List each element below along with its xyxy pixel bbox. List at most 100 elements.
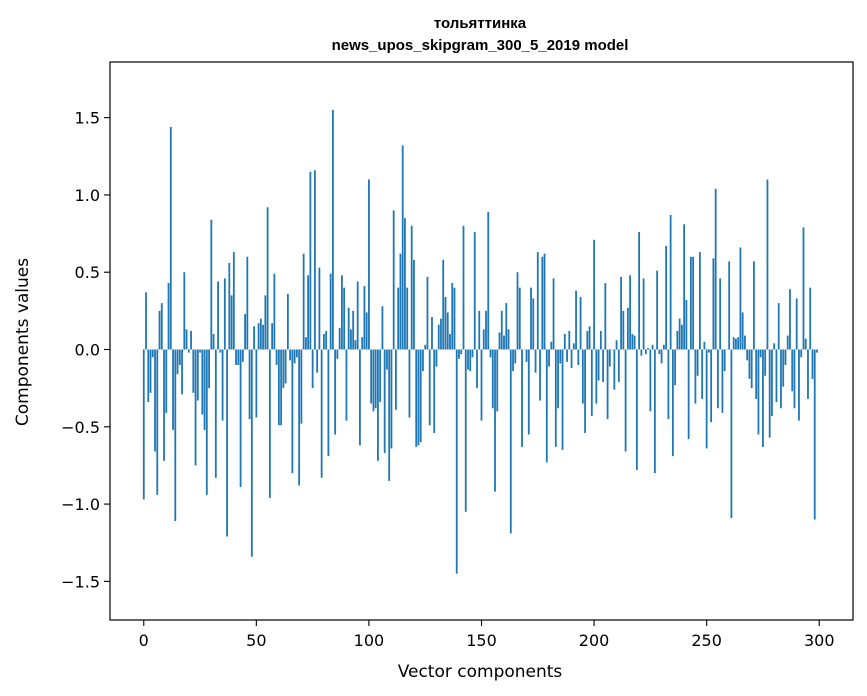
bar-270 xyxy=(750,349,753,389)
bar-191 xyxy=(572,343,575,350)
bar-148 xyxy=(476,349,478,389)
bar-86 xyxy=(336,349,339,359)
bar-216 xyxy=(629,275,631,350)
bar-272 xyxy=(755,349,758,399)
bar-59 xyxy=(275,349,278,365)
bar-239 xyxy=(680,324,683,350)
bar-197 xyxy=(586,330,589,350)
bar-69 xyxy=(298,349,301,486)
bar-6 xyxy=(156,349,159,495)
bar-190 xyxy=(570,349,573,369)
bar-188 xyxy=(566,349,568,362)
bar-249 xyxy=(703,341,706,350)
bar-123 xyxy=(419,349,422,443)
bar-138 xyxy=(453,287,456,350)
bar-18 xyxy=(183,272,186,350)
bar-298 xyxy=(813,349,816,520)
bar-271 xyxy=(753,261,755,350)
bar-277 xyxy=(766,179,769,350)
bar-62 xyxy=(282,349,285,389)
x-tick-label: 150 xyxy=(466,631,497,650)
bar-222 xyxy=(642,278,645,350)
bar-213 xyxy=(622,310,625,350)
bar-176 xyxy=(539,349,541,401)
bar-268 xyxy=(746,349,749,361)
bar-218 xyxy=(633,335,636,350)
plot-area-frame xyxy=(109,61,854,621)
bar-273 xyxy=(757,349,760,435)
bar-267 xyxy=(744,335,746,350)
bar-199 xyxy=(590,349,593,416)
bars-group xyxy=(142,109,818,574)
bar-178 xyxy=(543,253,546,350)
bar-203 xyxy=(599,330,602,350)
bar-85 xyxy=(334,349,337,435)
x-axis-ticks: 0 50 100 150 200 250 300 xyxy=(139,620,835,650)
bar-10 xyxy=(165,349,168,413)
bar-226 xyxy=(651,344,654,350)
bar-196 xyxy=(584,349,586,433)
bar-299 xyxy=(816,349,818,353)
bar-250 xyxy=(705,349,708,449)
y-tick-label: 1.5 xyxy=(75,109,100,128)
bar-23 xyxy=(194,349,197,466)
y-axis-label: Components values xyxy=(13,258,33,426)
bar-233 xyxy=(667,349,670,420)
bar-235 xyxy=(671,349,674,457)
y-tick-label: −1.0 xyxy=(61,495,100,514)
bar-285 xyxy=(784,349,787,365)
chart-title: тольяттинка xyxy=(434,15,527,32)
bar-90 xyxy=(345,349,348,421)
bar-173 xyxy=(532,298,535,350)
bar-74 xyxy=(309,171,312,350)
bar-31 xyxy=(212,334,215,350)
bar-28 xyxy=(205,349,208,495)
x-tick-label: 300 xyxy=(804,631,835,650)
bar-251 xyxy=(708,349,710,353)
bar-246 xyxy=(696,349,699,376)
bar-163 xyxy=(509,349,512,534)
bar-292 xyxy=(800,349,803,358)
bar-38 xyxy=(228,262,231,350)
bar-128 xyxy=(431,317,433,350)
bar-254 xyxy=(714,188,717,350)
bar-93 xyxy=(352,310,355,350)
bar-245 xyxy=(694,349,697,404)
bar-232 xyxy=(665,245,668,350)
bar-63 xyxy=(284,349,287,384)
bar-237 xyxy=(676,330,679,350)
bar-117 xyxy=(406,287,409,350)
bar-291 xyxy=(798,349,800,421)
bar-275 xyxy=(762,349,764,447)
bar-234 xyxy=(669,215,672,350)
bar-281 xyxy=(775,349,778,403)
bar-240 xyxy=(683,224,686,350)
bar-289 xyxy=(793,349,796,409)
bar-209 xyxy=(613,349,616,390)
y-tick-label: 0.0 xyxy=(75,341,100,360)
bar-185 xyxy=(559,349,562,364)
bar-100 xyxy=(368,179,370,350)
bar-201 xyxy=(595,349,598,404)
bar-161 xyxy=(505,303,508,350)
bar-179 xyxy=(545,349,548,463)
bar-111 xyxy=(392,210,395,350)
bar-217 xyxy=(631,334,634,350)
bar-205 xyxy=(604,283,607,350)
bar-175 xyxy=(536,252,539,350)
bar-187 xyxy=(563,334,566,350)
bar-264 xyxy=(737,337,740,350)
bar-133 xyxy=(442,259,445,350)
bar-109 xyxy=(388,349,391,481)
bar-276 xyxy=(764,349,767,376)
bar-115 xyxy=(401,145,404,350)
bar-126 xyxy=(426,276,429,350)
bar-206 xyxy=(606,349,609,420)
bar-19 xyxy=(185,329,188,350)
bar-131 xyxy=(437,324,440,350)
bar-214 xyxy=(624,349,627,452)
bar-61 xyxy=(280,349,283,426)
bar-84 xyxy=(332,109,334,350)
bar-172 xyxy=(530,287,532,350)
y-tick-label: −1.5 xyxy=(61,572,100,591)
